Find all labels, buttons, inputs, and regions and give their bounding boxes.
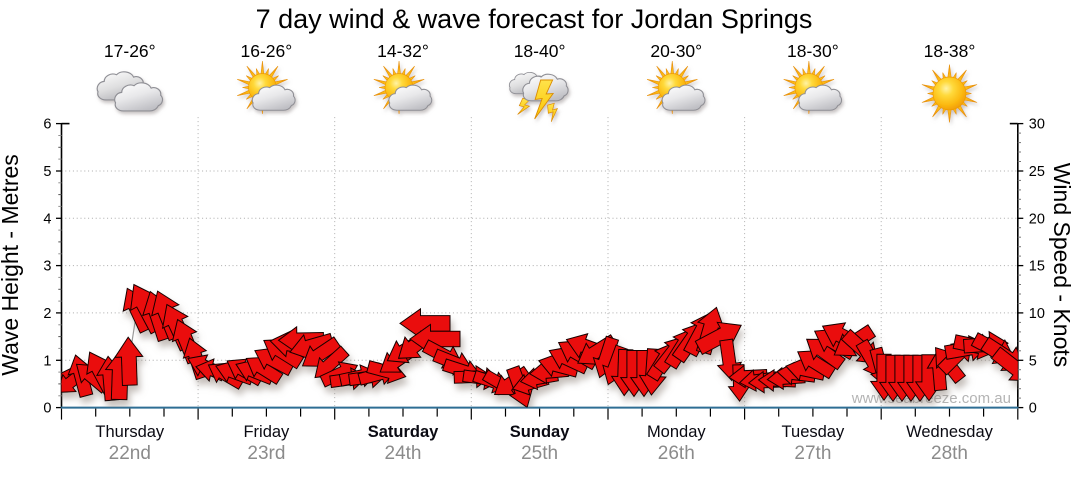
svg-text:Friday: Friday [243,423,290,441]
svg-text:0: 0 [43,401,51,417]
svg-text:28th: 28th [931,443,968,464]
svg-text:14-32°: 14-32° [377,41,429,61]
svg-text:7 day wind & wave forecast for: 7 day wind & wave forecast for Jordan Sp… [256,4,813,34]
svg-text:25th: 25th [521,443,558,464]
svg-text:20-30°: 20-30° [650,41,702,61]
svg-text:3: 3 [43,259,51,275]
svg-text:Wave Height - Metres: Wave Height - Metres [0,154,23,376]
svg-text:5: 5 [1029,353,1037,369]
svg-text:24th: 24th [385,443,422,464]
svg-text:5: 5 [43,164,51,180]
svg-text:Tuesday: Tuesday [782,423,845,441]
svg-text:2: 2 [43,306,51,322]
svg-text:15: 15 [1029,259,1045,275]
svg-text:1: 1 [43,353,51,369]
svg-text:Thursday: Thursday [95,423,165,441]
svg-text:30: 30 [1029,117,1045,133]
svg-text:18-40°: 18-40° [514,41,566,61]
svg-text:16-26°: 16-26° [241,41,293,61]
svg-text:Wednesday: Wednesday [906,423,994,441]
svg-text:4: 4 [43,211,51,227]
svg-text:25: 25 [1029,164,1045,180]
svg-text:18-30°: 18-30° [787,41,839,61]
svg-text:Saturday: Saturday [368,423,439,441]
svg-text:23rd: 23rd [247,443,285,464]
svg-text:Monday: Monday [647,423,706,441]
svg-text:Wind Speed - Knots: Wind Speed - Knots [1049,163,1075,368]
svg-text:26th: 26th [658,443,695,464]
svg-text:18-38°: 18-38° [924,41,976,61]
svg-text:17-26°: 17-26° [104,41,156,61]
svg-text:6: 6 [43,117,51,133]
svg-text:10: 10 [1029,306,1045,322]
svg-text:0: 0 [1029,401,1037,417]
svg-text:22nd: 22nd [109,443,151,464]
svg-text:27th: 27th [794,443,831,464]
svg-text:20: 20 [1029,211,1045,227]
svg-text:Sunday: Sunday [510,423,570,441]
